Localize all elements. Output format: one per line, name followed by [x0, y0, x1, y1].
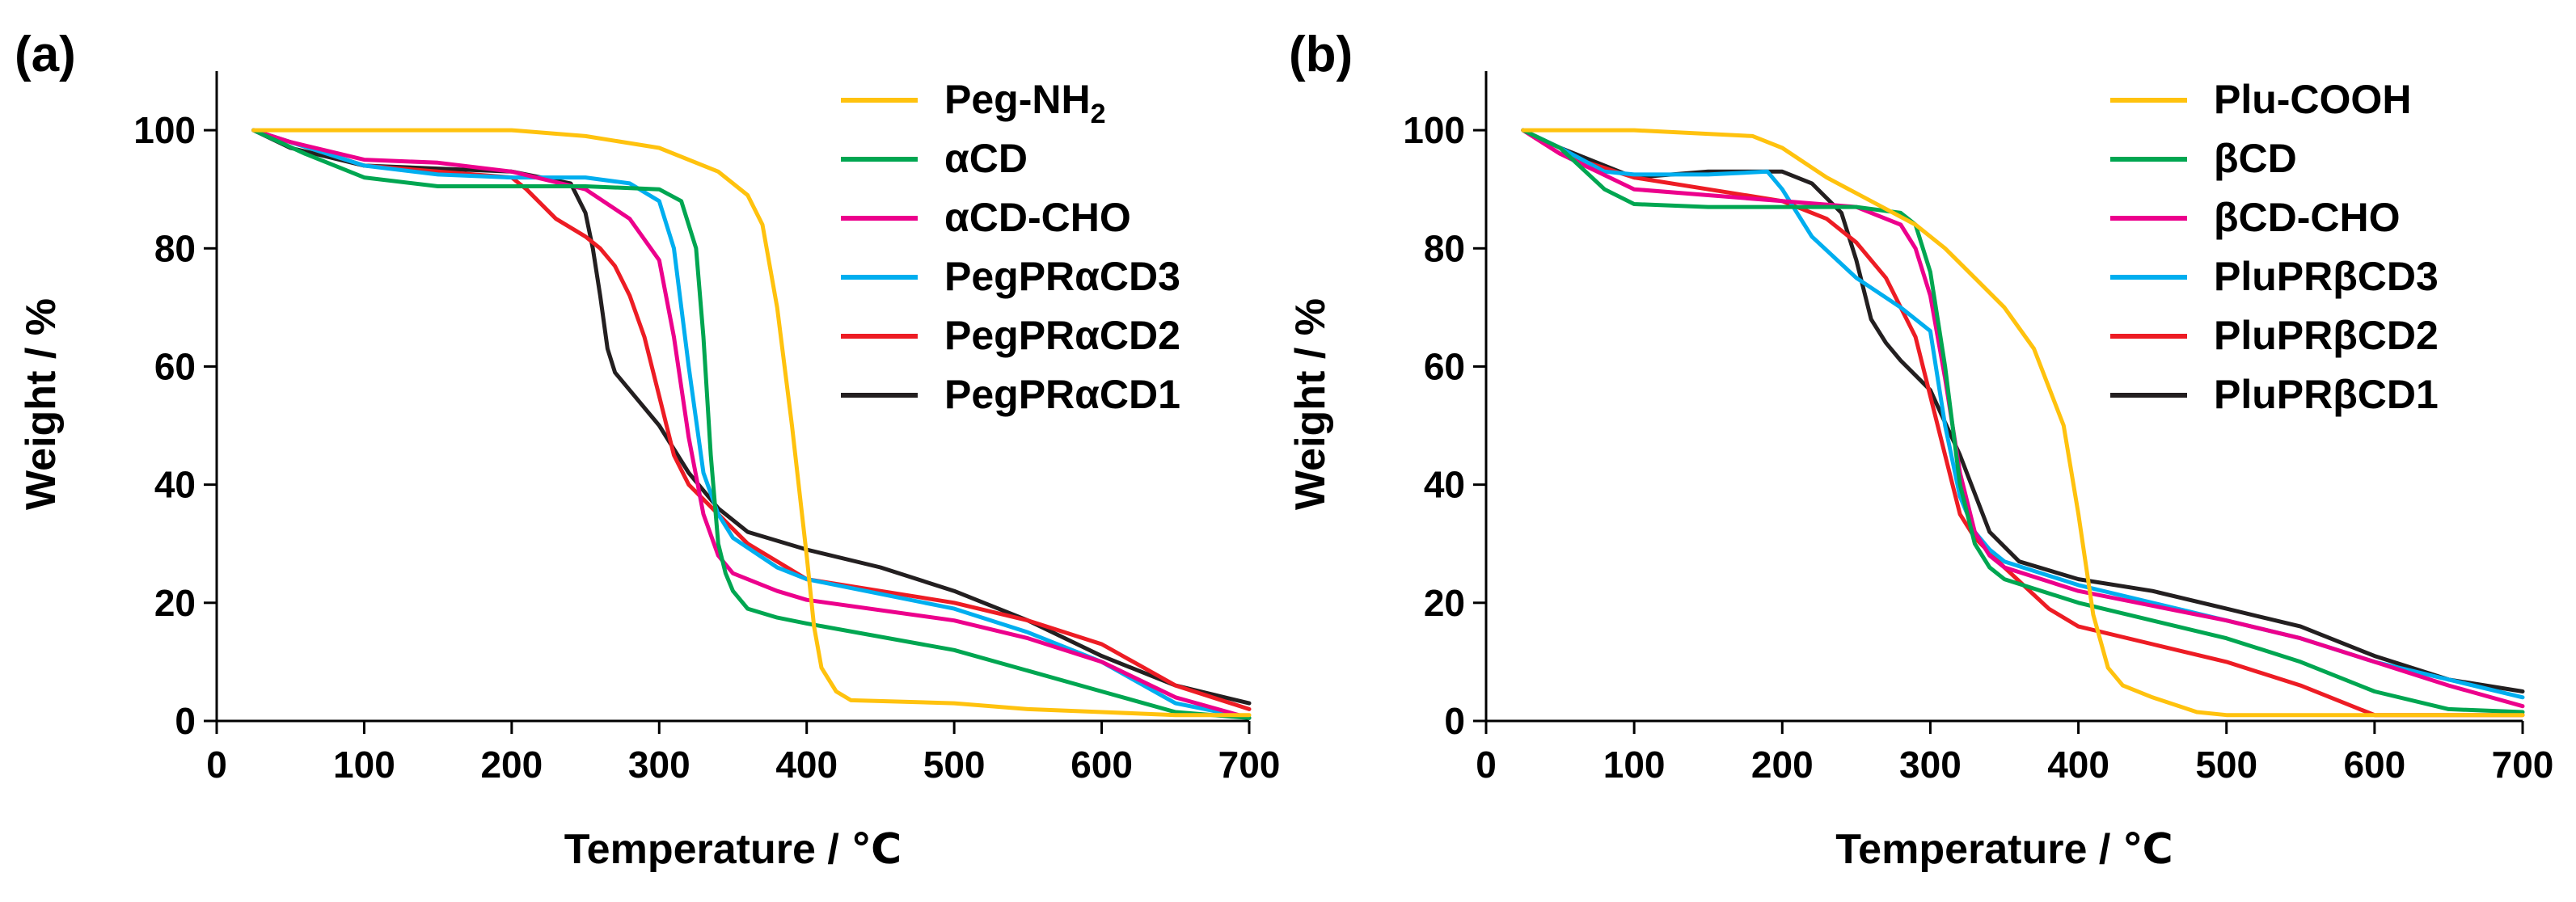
x-tick-label: 300 [628, 744, 690, 786]
series-line-plu-cooh [1521, 128, 2525, 718]
x-tick-label: 0 [1476, 744, 1497, 786]
legend-label: βCD [2214, 136, 2297, 181]
x-tick-label: 500 [2195, 744, 2257, 786]
x-tick-label: 400 [775, 744, 838, 786]
y-tick-label: 80 [1424, 227, 1465, 269]
x-tick-label: 500 [923, 744, 986, 786]
panel-label: (a) [15, 27, 76, 82]
series-line-peg-nh- [251, 128, 1252, 718]
x-tick-label: 200 [480, 744, 543, 786]
x-tick-label: 100 [1603, 744, 1666, 786]
x-axis-title: Temperature / ℃ [1835, 826, 2173, 873]
legend-label: PegPRαCD2 [944, 313, 1180, 358]
y-tick-label: 100 [1403, 109, 1465, 151]
y-tick-label: 20 [154, 582, 196, 624]
series-line-plupr-cd2 [1521, 128, 2525, 718]
y-tick-label: 0 [175, 700, 196, 742]
y-tick-label: 60 [1424, 345, 1465, 387]
x-tick-label: 400 [2047, 744, 2109, 786]
legend-label: Peg-NH2 [944, 77, 1106, 129]
x-tick-label: 0 [206, 744, 227, 786]
x-tick-label: 100 [333, 744, 395, 786]
series-line-pegpr-cd3 [251, 128, 1252, 720]
y-axis-title: Weight / % [1287, 298, 1334, 510]
series-line--cd-cho [251, 128, 1252, 720]
legend-label: βCD-CHO [2214, 195, 2401, 240]
y-tick-label: 40 [1424, 464, 1465, 506]
x-tick-label: 600 [2343, 744, 2405, 786]
panel-b: (b) 0 20 40 60 80 100 0 100 200 300 400 500 600 700 Tem… [1287, 27, 2553, 873]
x-tick-label: 200 [1751, 744, 1814, 786]
y-tick-label: 100 [133, 109, 196, 151]
legend-label: PegPRαCD3 [944, 254, 1180, 299]
x-tick-label: 300 [1899, 744, 1962, 786]
y-tick-label: 80 [154, 227, 196, 269]
x-axis-title: Temperature / ℃ [564, 826, 902, 873]
legend-label: PluPRβCD2 [2214, 313, 2439, 358]
y-tick-label: 0 [1444, 700, 1465, 742]
panel-label: (b) [1289, 27, 1353, 82]
legend-label: PegPRαCD1 [944, 372, 1180, 417]
legend-label: αCD [944, 136, 1028, 181]
legend-label: αCD-CHO [944, 195, 1131, 240]
y-tick-label: 40 [154, 464, 196, 506]
series-line--cd [251, 128, 1252, 720]
legend-label: Plu-COOH [2214, 77, 2411, 122]
x-tick-label: 700 [2492, 744, 2554, 786]
legend-label: PluPRβCD3 [2214, 254, 2439, 299]
legend-label: PluPRβCD1 [2214, 372, 2439, 417]
y-tick-label: 60 [154, 345, 196, 387]
y-axis-title: Weight / % [18, 298, 65, 510]
y-tick-label: 20 [1424, 582, 1465, 624]
series-line--cd [1521, 128, 2525, 714]
x-tick-label: 600 [1071, 744, 1133, 786]
panel-a: (a) 0 20 40 60 80 100 0 100 200 300 400 500 600 700 Tem… [15, 27, 1280, 873]
x-tick-label: 700 [1218, 744, 1281, 786]
